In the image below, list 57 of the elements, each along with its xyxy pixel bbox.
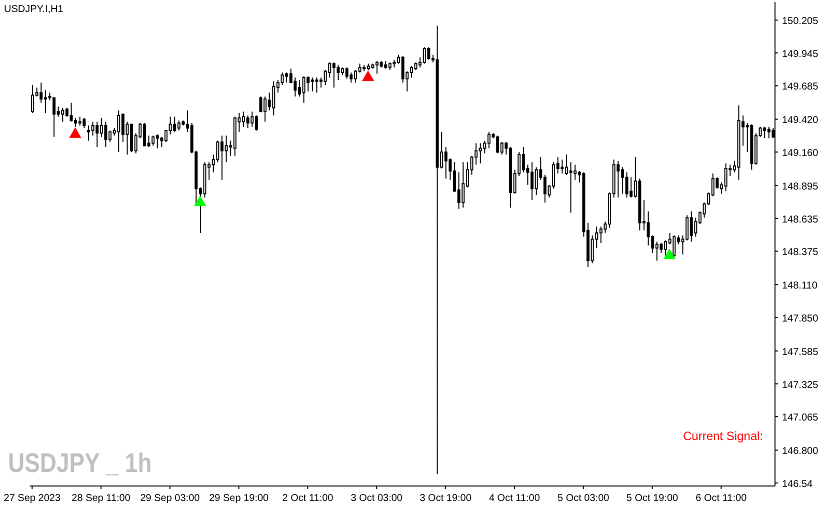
point	[69, 127, 82, 138]
x-tick-label: 28 Sep 11:00	[72, 493, 131, 504]
annotation: USDJPY _ 1h	[8, 448, 152, 479]
candlestick	[294, 77, 297, 97]
candlestick	[104, 121, 108, 148]
point	[362, 70, 374, 82]
x-tick-label: 6 Oct 11:00	[696, 493, 748, 504]
candlestick	[457, 172, 460, 210]
candlestick	[96, 121, 99, 148]
y-tick-label: 148.635	[782, 214, 819, 226]
candlestick	[569, 162, 572, 214]
y-tick-label: 148.110	[782, 280, 818, 292]
candlestick	[737, 104, 740, 180]
candlestick	[224, 135, 228, 163]
y-tick-label: 146.800	[782, 446, 819, 458]
candlestick	[44, 90, 47, 114]
chart-title: USDJPY.I,H1	[4, 4, 64, 15]
y-tick-label: 148.375	[782, 247, 819, 258]
y-tick-label: 150.205	[782, 16, 819, 28]
y-tick-label: 148.895	[782, 182, 819, 193]
candlestick	[522, 146, 525, 173]
y-tick-label: 149.945	[782, 48, 819, 60]
y-tick-label: 149.160	[782, 148, 819, 160]
y-tick-label: 146.54	[782, 478, 814, 490]
candlestick	[625, 172, 628, 198]
x-tick-label: 5 Oct 19:00	[626, 493, 679, 504]
x-tick-label: 2 Oct 11:00	[282, 493, 334, 504]
x-tick-label: 4 Oct 11:00	[488, 493, 540, 504]
candlestick	[436, 25, 439, 475]
candlestick	[478, 142, 482, 164]
candlestick	[646, 210, 650, 246]
candlestick	[100, 117, 103, 138]
x-tick-label: 27 Sep 2023	[4, 493, 61, 504]
candlestick	[250, 111, 254, 128]
candlestick	[444, 146, 448, 180]
x-tick-label: 3 Oct 19:00	[420, 493, 472, 504]
candlestick	[724, 162, 728, 192]
candlestick	[272, 80, 276, 116]
candlestick	[560, 159, 564, 174]
x-tick-label: 29 Sep 19:00	[209, 493, 270, 504]
candlestick	[91, 121, 94, 136]
point	[194, 196, 206, 206]
candlestick	[117, 110, 120, 153]
y-tick-label: 149.420	[782, 115, 819, 126]
point	[663, 248, 676, 260]
y-tick-label: 147.585	[782, 346, 819, 358]
candlestick	[574, 164, 577, 180]
y-tick-label: 147.850	[782, 314, 819, 325]
candlestick	[40, 82, 43, 104]
y-tick-label: 147.065	[782, 412, 819, 424]
x-tick-label: 29 Sep 03:00	[140, 493, 200, 504]
x-tick-label: 5 Oct 03:00	[558, 493, 610, 504]
candlestick	[462, 162, 465, 208]
y-tick-label: 149.685	[782, 82, 819, 93]
x-tick-label: 3 Oct 03:00	[350, 493, 403, 504]
annotation: Current Signal:	[683, 429, 764, 443]
y-tick-label: 147.325	[782, 380, 819, 391]
